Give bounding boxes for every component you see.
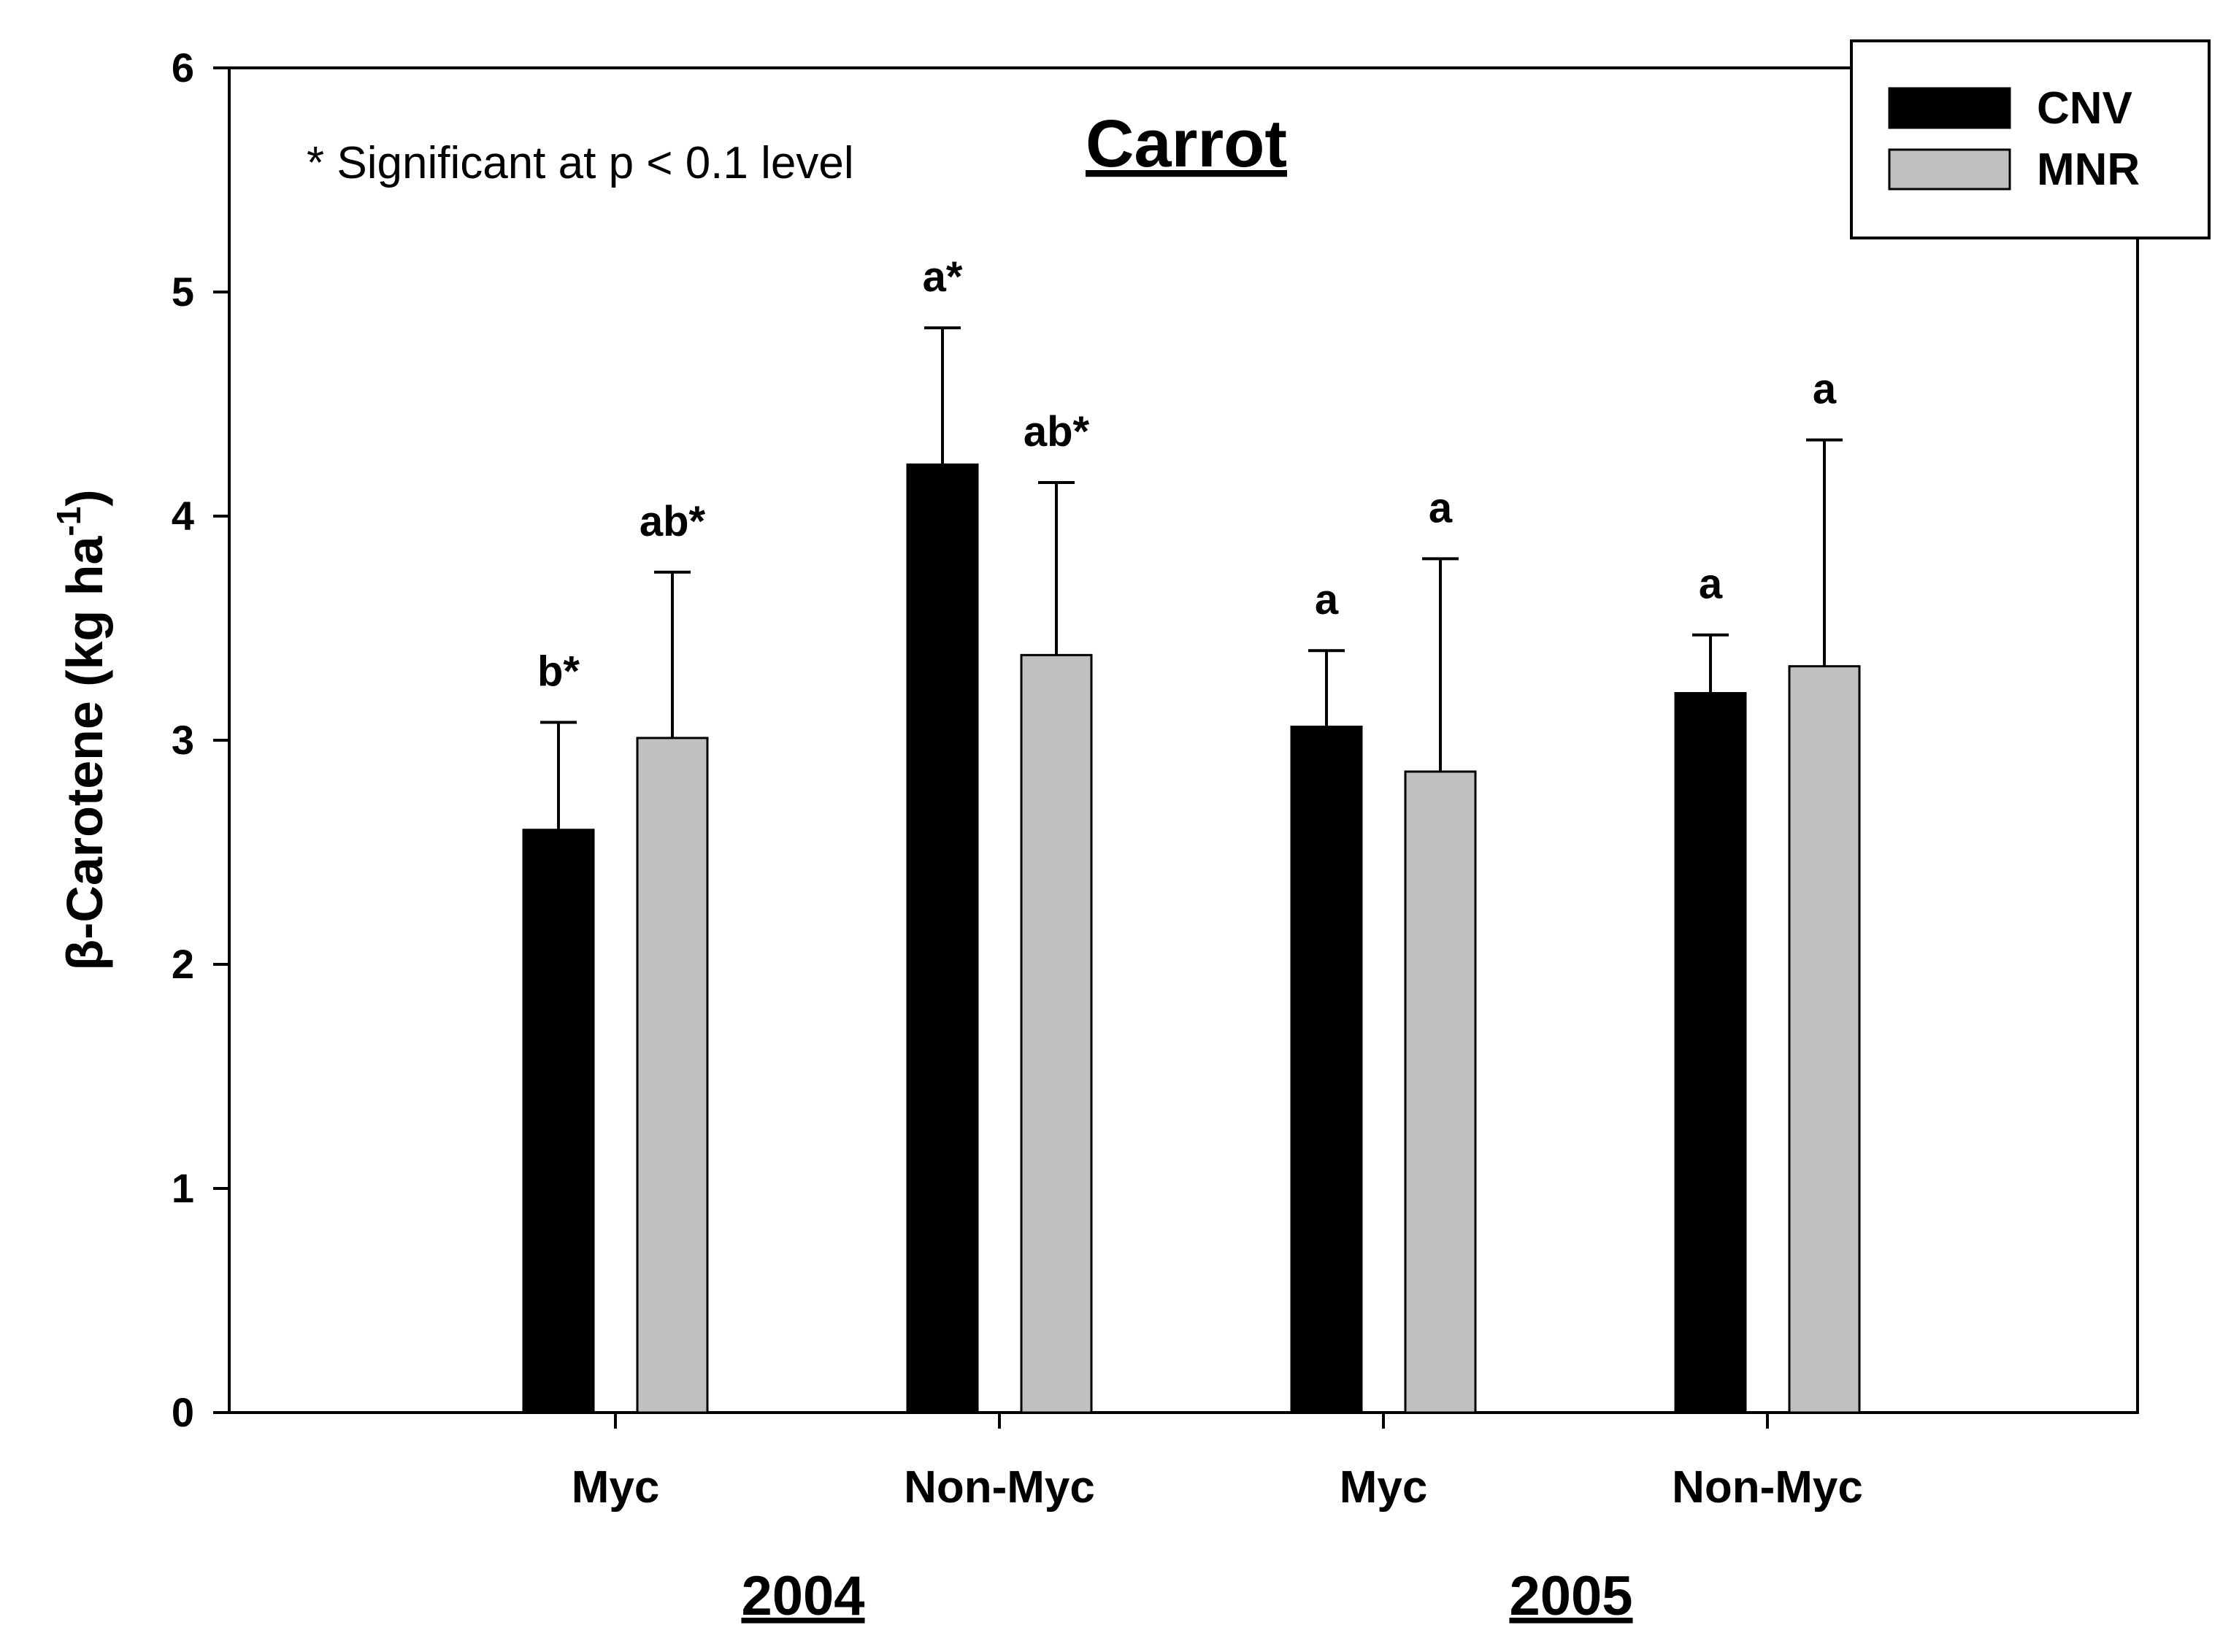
y-axis-label-main: β-Carotene (kg ha <box>56 536 113 971</box>
bar-mnr-1 <box>1020 653 1093 1414</box>
bar-cnv-0 <box>522 829 595 1414</box>
bar-mnr-3 <box>1788 665 1861 1414</box>
bar-mnr-2 <box>1404 770 1477 1414</box>
bar-labels: b* a* a a ab* ab* a a <box>537 253 1837 695</box>
x-axis <box>614 1413 1769 1429</box>
y-tick-label: 3 <box>172 717 194 763</box>
y-tick-label: 5 <box>172 269 194 315</box>
group-label-2004: 2004 <box>741 1565 864 1627</box>
legend-box <box>1850 39 2211 239</box>
significance-label-cnv-2: a <box>1315 576 1339 623</box>
significance-label-mnr-1: ab* <box>1024 408 1090 456</box>
y-tick-label: 1 <box>172 1165 194 1211</box>
legend-swatch-mnr <box>1888 148 2011 191</box>
bar-mnr-0 <box>636 737 709 1414</box>
significance-label-cnv-0: b* <box>537 648 580 695</box>
category-label: Non-Myc <box>1672 1462 1863 1513</box>
significance-label-cnv-3: a <box>1699 561 1723 608</box>
y-axis-label-sup: -1 <box>50 507 88 537</box>
group-label-2005: 2005 <box>1509 1565 1632 1627</box>
legend-swatch-cnv <box>1888 87 2011 129</box>
y-tick-label: 0 <box>172 1389 194 1435</box>
y-tick-label: 2 <box>172 941 194 987</box>
significance-note: * Significant at p < 0.1 level <box>307 138 854 188</box>
group-labels: 2004 2005 <box>741 1565 1632 1627</box>
y-tick-label: 6 <box>172 45 194 91</box>
category-label: Myc <box>572 1462 660 1513</box>
error-bars <box>540 326 1843 830</box>
y-axis-label-close: ) <box>56 489 113 506</box>
chart-title: Carrot <box>1086 107 1287 181</box>
bar-cnv-2 <box>1290 726 1363 1414</box>
y-axis-label: β-Carotene (kg ha-1) <box>50 489 113 970</box>
significance-label-mnr-0: ab* <box>640 498 706 545</box>
legend-label-cnv: CNV <box>2037 83 2132 134</box>
legend-label-mnr: MNR <box>2037 145 2140 195</box>
category-label: Myc <box>1340 1462 1428 1513</box>
significance-label-mnr-3: a <box>1813 366 1837 413</box>
y-axis: 0 1 2 3 4 5 6 <box>172 45 229 1435</box>
category-label: Non-Myc <box>904 1462 1095 1513</box>
bar-cnv-1 <box>906 463 979 1414</box>
legend: CNV MNR <box>1850 39 2211 239</box>
bar-cnv-3 <box>1674 692 1747 1414</box>
y-tick-label: 4 <box>172 493 194 539</box>
significance-label-cnv-1: a* <box>923 253 963 301</box>
significance-label-mnr-2: a <box>1429 484 1453 531</box>
bars <box>522 463 1861 1414</box>
category-labels: Myc Non-Myc Myc Non-Myc <box>572 1462 1863 1513</box>
